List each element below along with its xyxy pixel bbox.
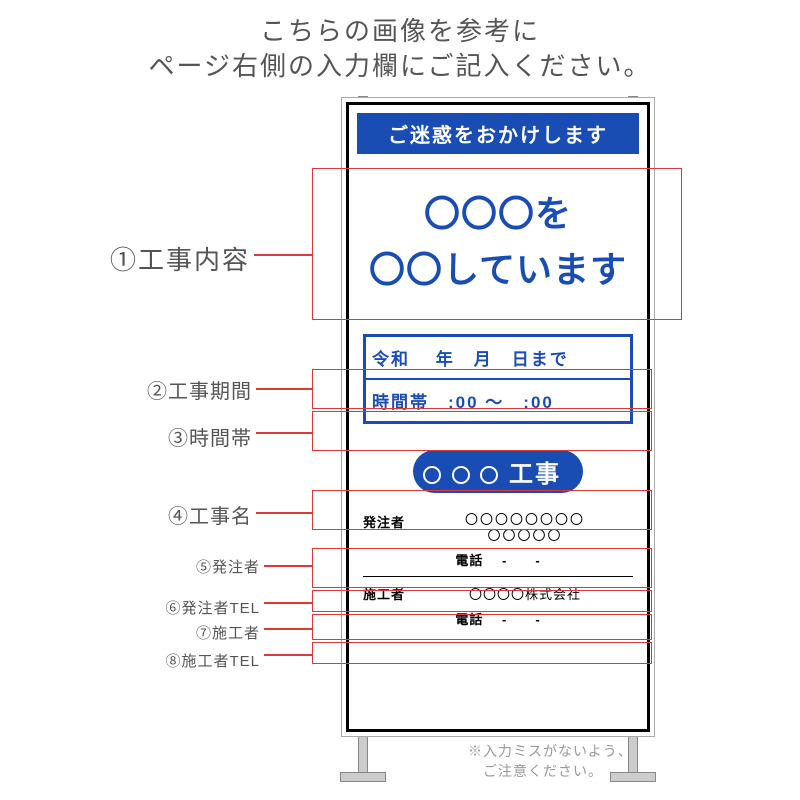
leader-line-1	[254, 254, 312, 256]
leader-line-3	[256, 432, 312, 434]
highlight-box-8	[312, 642, 652, 664]
highlight-box-2	[312, 369, 652, 409]
callout-label-3: ③時間帯	[132, 422, 252, 451]
construction-name-pill: 工事	[413, 450, 583, 493]
pill-circle-icon	[480, 466, 498, 484]
diagram-stage: ご迷惑をおかけします 〇〇〇を 〇〇しています 令和 年 月 日まで 時間帯 :…	[0, 0, 800, 800]
highlight-box-6	[312, 590, 652, 612]
footnote: ※入力ミスがないよう、 ご注意ください。	[468, 742, 633, 781]
construction-name-wrap: 工事	[349, 450, 647, 493]
sign-foot-left	[340, 772, 386, 782]
pill-circle-icon	[452, 466, 470, 484]
highlight-box-4	[312, 490, 652, 530]
highlight-box-7	[312, 614, 652, 640]
leader-line-5	[264, 565, 312, 567]
highlight-box-3	[312, 411, 652, 451]
leader-line-6	[264, 602, 312, 604]
callout-label-4: ④工事名	[132, 500, 252, 529]
leader-line-4	[256, 512, 312, 514]
construction-name-suffix: 工事	[509, 461, 561, 488]
sign-header: ご迷惑をおかけします	[357, 113, 639, 154]
callout-label-5: ⑤発注者	[150, 556, 260, 577]
leader-line-8	[264, 654, 312, 656]
footnote-line2: ご注意ください。	[468, 763, 603, 779]
callout-label-6: ⑥発注者TEL	[132, 597, 260, 618]
callout-label-2: ②工事期間	[112, 375, 252, 404]
highlight-box-1	[312, 168, 682, 320]
footnote-line1: ※入力ミスがないよう、	[468, 743, 633, 759]
leader-line-2	[256, 388, 312, 390]
callout-label-8: ⑧施工者TEL	[132, 650, 260, 671]
callout-label-7: ⑦施工者	[150, 622, 260, 643]
highlight-box-5	[312, 548, 652, 588]
callout-label-1: ①工事内容	[80, 240, 250, 277]
pill-circle-icon	[423, 466, 441, 484]
leader-line-7	[264, 628, 312, 630]
